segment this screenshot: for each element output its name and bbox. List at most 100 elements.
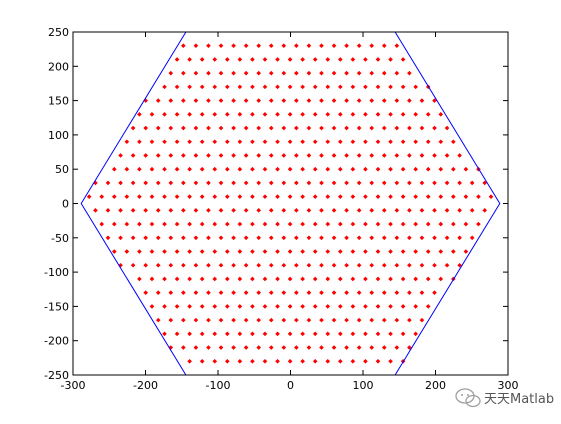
data-point: [488, 194, 494, 199]
data-point: [338, 112, 343, 117]
data-point: [250, 304, 255, 309]
data-point: [193, 208, 199, 213]
data-point: [199, 331, 205, 337]
data-point: [256, 262, 261, 268]
data-point: [294, 345, 299, 350]
data-point: [319, 208, 324, 213]
data-point: [325, 304, 331, 309]
data-point: [400, 194, 406, 199]
data-point: [149, 194, 155, 199]
data-point: [344, 235, 349, 241]
data-point: [344, 345, 349, 350]
data-point: [250, 249, 255, 254]
data-point: [287, 139, 293, 145]
data-point: [162, 304, 167, 309]
y-tick-label: 0: [62, 198, 69, 211]
data-point: [363, 166, 368, 172]
data-point: [224, 304, 230, 309]
data-point: [438, 112, 444, 117]
data-point: [369, 290, 375, 295]
data-point: [375, 57, 381, 62]
data-point: [262, 331, 268, 337]
data-point: [168, 70, 174, 76]
data-point: [325, 194, 331, 199]
data-point: [174, 331, 180, 337]
data-point: [168, 317, 174, 323]
data-point: [294, 317, 299, 323]
data-point: [388, 331, 393, 337]
data-point: [281, 153, 287, 158]
data-point: [312, 249, 318, 254]
data-point: [224, 112, 230, 117]
data-point: [331, 98, 337, 103]
data-point: [137, 112, 142, 117]
data-point: [388, 249, 393, 254]
data-point: [256, 345, 261, 350]
data-point: [137, 276, 142, 282]
data-point: [224, 249, 230, 254]
data-point: [206, 345, 211, 350]
data-point: [419, 153, 425, 158]
data-point: [250, 276, 255, 282]
data-point: [105, 180, 111, 186]
data-point: [375, 358, 381, 364]
data-point: [363, 304, 368, 309]
data-point: [250, 358, 255, 364]
data-point: [187, 166, 192, 172]
data-point: [199, 139, 205, 145]
data-point: [231, 235, 236, 241]
data-point: [356, 43, 362, 49]
data-point: [86, 194, 92, 199]
data-point: [331, 290, 337, 295]
data-point: [375, 276, 381, 282]
data-point: [187, 221, 192, 227]
x-tick-label: -100: [206, 379, 231, 392]
data-point: [407, 317, 412, 323]
data-point: [394, 125, 400, 131]
data-point: [306, 262, 312, 268]
data-point: [463, 249, 469, 254]
data-point: [419, 290, 425, 295]
data-point: [287, 194, 293, 199]
data-point: [130, 153, 136, 158]
data-point: [231, 98, 236, 103]
data-point: [438, 276, 444, 282]
data-point: [400, 166, 406, 172]
data-point: [306, 208, 312, 213]
data-point: [243, 180, 249, 186]
data-point: [400, 139, 406, 145]
data-point: [331, 235, 337, 241]
data-point: [281, 125, 287, 131]
data-point: [143, 290, 148, 295]
data-point: [212, 249, 218, 254]
data-point: [206, 125, 211, 131]
data-point: [224, 194, 230, 199]
data-point: [325, 331, 331, 337]
data-point: [369, 153, 375, 158]
data-point: [256, 290, 261, 295]
data-point: [181, 98, 186, 103]
data-point: [350, 331, 356, 337]
data-point: [111, 221, 117, 227]
data-point: [312, 331, 318, 337]
data-point: [168, 345, 174, 350]
data-point: [243, 317, 249, 323]
data-point: [432, 290, 437, 295]
data-point: [413, 304, 418, 309]
data-point: [187, 358, 192, 364]
data-point: [325, 112, 331, 117]
data-point: [356, 125, 362, 131]
data-point: [149, 249, 155, 254]
data-point: [174, 57, 180, 62]
data-point: [218, 262, 224, 268]
data-point: [319, 70, 324, 76]
data-point: [294, 70, 299, 76]
data-point: [199, 112, 205, 117]
data-point: [388, 194, 393, 199]
data-point: [300, 57, 305, 62]
data-point: [118, 208, 123, 213]
data-point: [407, 262, 412, 268]
data-point: [381, 317, 387, 323]
data-point: [155, 125, 161, 131]
data-point: [155, 208, 161, 213]
